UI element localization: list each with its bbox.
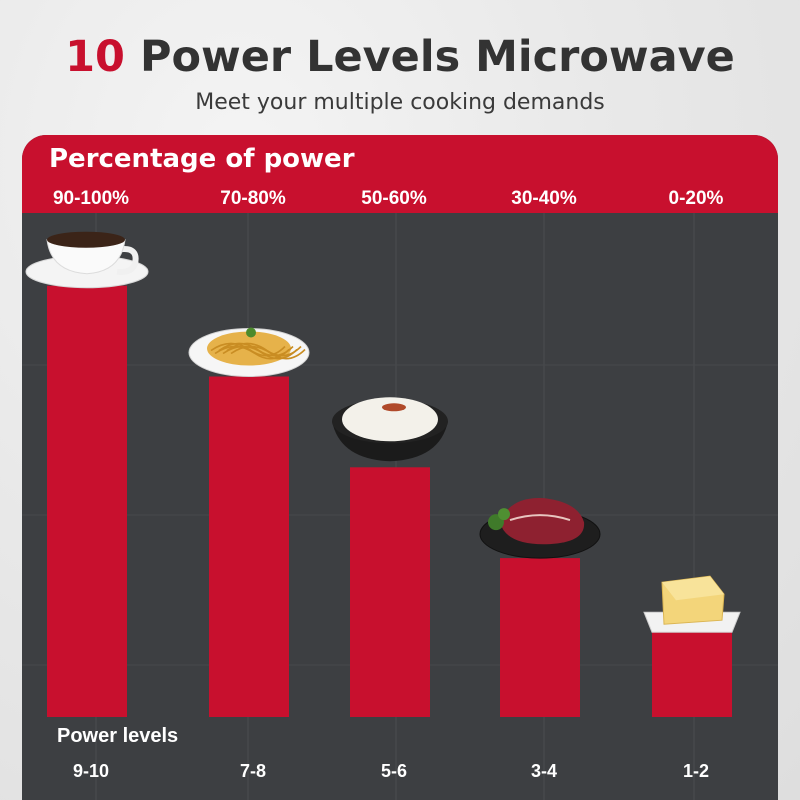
coffee-cup-icon: [25, 231, 149, 289]
power-level-label: 5-6: [381, 761, 407, 781]
power-level-label: 9-10: [73, 761, 109, 781]
rice-bowl-icon: [332, 397, 448, 462]
spaghetti-plate-icon: [188, 327, 310, 377]
butter-dish-icon: [643, 575, 741, 633]
power-level-label: 3-4: [531, 761, 557, 781]
chart-header-band: [22, 135, 778, 213]
chart-panel: Percentage of power 90-100% 70-80% 50-60% 3…: [22, 135, 778, 800]
value-axis-title: Percentage of power: [49, 144, 355, 174]
page-subtitle: Meet your multiple cooking demands: [195, 90, 605, 115]
title-text: Power Levels Microwave: [124, 32, 735, 82]
bar-7-8: [209, 376, 289, 717]
bar-5-6: [350, 467, 430, 717]
steak-plate-icon: [479, 497, 601, 559]
percentage-label: 70-80%: [220, 188, 286, 209]
percentage-label: 0-20%: [669, 188, 724, 209]
category-axis-title: Power levels: [57, 725, 179, 747]
bar-3-4: [500, 558, 580, 717]
percentage-label: 90-100%: [53, 188, 129, 209]
page-title: 10 Power Levels Microwave: [0, 32, 800, 82]
percentage-label: 50-60%: [361, 188, 427, 209]
title-accent: 10: [65, 32, 125, 82]
power-level-label: 1-2: [683, 761, 709, 781]
percentage-label: 30-40%: [511, 188, 577, 209]
bar-9-10: [47, 285, 127, 717]
bar-chart: 90-100% 70-80% 50-60% 30-40% 0-20% 9-10 7-8 5-6…: [22, 188, 778, 800]
power-level-label: 7-8: [240, 761, 266, 781]
bar-1-2: [652, 626, 732, 717]
